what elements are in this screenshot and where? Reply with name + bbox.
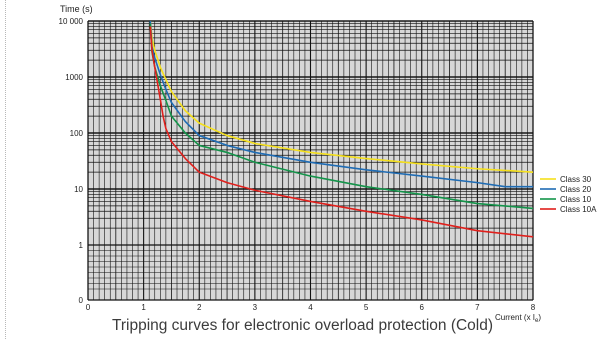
chart-axes bbox=[87, 20, 534, 301]
x-tick-label: 6 bbox=[420, 303, 425, 312]
y-axis-title: Time (s) bbox=[60, 4, 93, 14]
x-tick-label: 8 bbox=[531, 303, 536, 312]
x-tick-label: 2 bbox=[197, 303, 202, 312]
y-tick-label: 10 000 bbox=[59, 17, 84, 26]
x-tick-label: 7 bbox=[475, 303, 480, 312]
x-tick-label: 5 bbox=[364, 303, 369, 312]
y-tick-label: 1 bbox=[79, 241, 84, 250]
series-line bbox=[149, 26, 534, 238]
x-axis-title: Current (x Ie) bbox=[495, 313, 541, 324]
legend-label: Class 10A bbox=[560, 205, 597, 214]
series-line bbox=[149, 20, 534, 173]
y-tick-label-zero: 0 bbox=[79, 296, 84, 305]
y-tick-label: 10 bbox=[74, 185, 83, 194]
legend-label: Class 20 bbox=[560, 185, 592, 194]
y-tick-label: 100 bbox=[70, 129, 84, 138]
chart-tick-labels: 0 1 2 3 4 5 6 7 8 1 10 100 1000 10 000 0 bbox=[59, 17, 536, 312]
x-tick-label: 4 bbox=[308, 303, 313, 312]
chart-grid bbox=[87, 20, 534, 300]
x-tick-label: 3 bbox=[253, 303, 258, 312]
page-border bbox=[5, 0, 6, 339]
y-tick-label: 1000 bbox=[65, 73, 83, 82]
x-tick-label: 1 bbox=[141, 303, 146, 312]
chart-caption: Tripping curves for electronic overload … bbox=[111, 317, 494, 334]
series-line bbox=[149, 20, 533, 188]
chart-curves bbox=[149, 20, 534, 238]
x-tick-label: 0 bbox=[86, 303, 91, 312]
legend-label: Class 30 bbox=[560, 175, 592, 184]
legend-label: Class 10 bbox=[560, 195, 592, 204]
